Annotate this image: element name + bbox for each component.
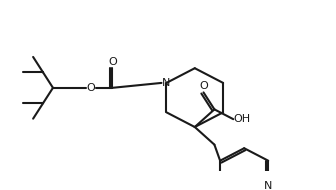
Text: O: O [199,81,208,91]
Text: N: N [264,181,272,190]
Text: O: O [108,57,117,67]
Text: O: O [86,83,95,93]
Text: N: N [162,78,171,88]
Text: OH: OH [234,114,251,124]
